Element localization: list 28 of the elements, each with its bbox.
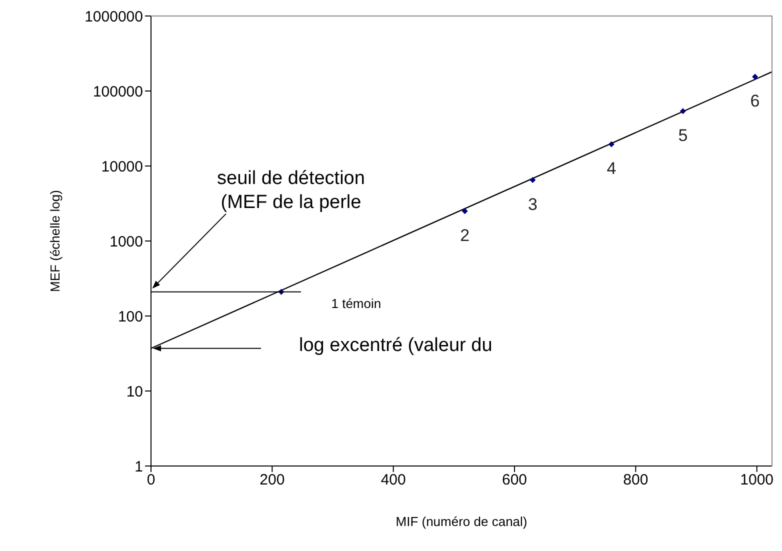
y-tick-label: 100	[118, 308, 143, 326]
x-tick-label: 200	[260, 472, 285, 489]
annotation: 1 témoin	[331, 296, 382, 311]
annotation: 3	[528, 195, 538, 214]
y-tick-label: 1000000	[84, 8, 143, 26]
y-tick-label: 100000	[92, 83, 143, 100]
y-tick-label: 1	[134, 458, 143, 476]
x-tick-label: 400	[380, 472, 406, 489]
point	[680, 108, 686, 114]
y-tick-label: 10000	[101, 158, 143, 176]
y-axis-title: MEF (échelle log)	[48, 190, 63, 292]
point	[462, 208, 468, 214]
annotation: 4	[606, 159, 616, 178]
x-tick-label: 0	[146, 472, 156, 489]
x-axis-title: MIF (numéro de canal)	[396, 514, 528, 529]
y-tick-label: 10	[126, 383, 143, 400]
x-tick-label: 800	[623, 472, 648, 489]
x-tick-label: 1000	[740, 472, 774, 489]
annotation: log excentré (valeur du	[299, 335, 492, 358]
annotation: seuil de détection (MEF de la perle	[216, 166, 366, 215]
annotation: 5	[678, 126, 688, 146]
y-tick-label: 1000	[110, 233, 143, 250]
point	[530, 177, 536, 184]
x-tick-label: 600	[502, 472, 528, 489]
annotation: 6	[750, 92, 760, 111]
point	[608, 141, 614, 148]
point	[752, 74, 758, 80]
annotation: 2	[460, 226, 470, 246]
